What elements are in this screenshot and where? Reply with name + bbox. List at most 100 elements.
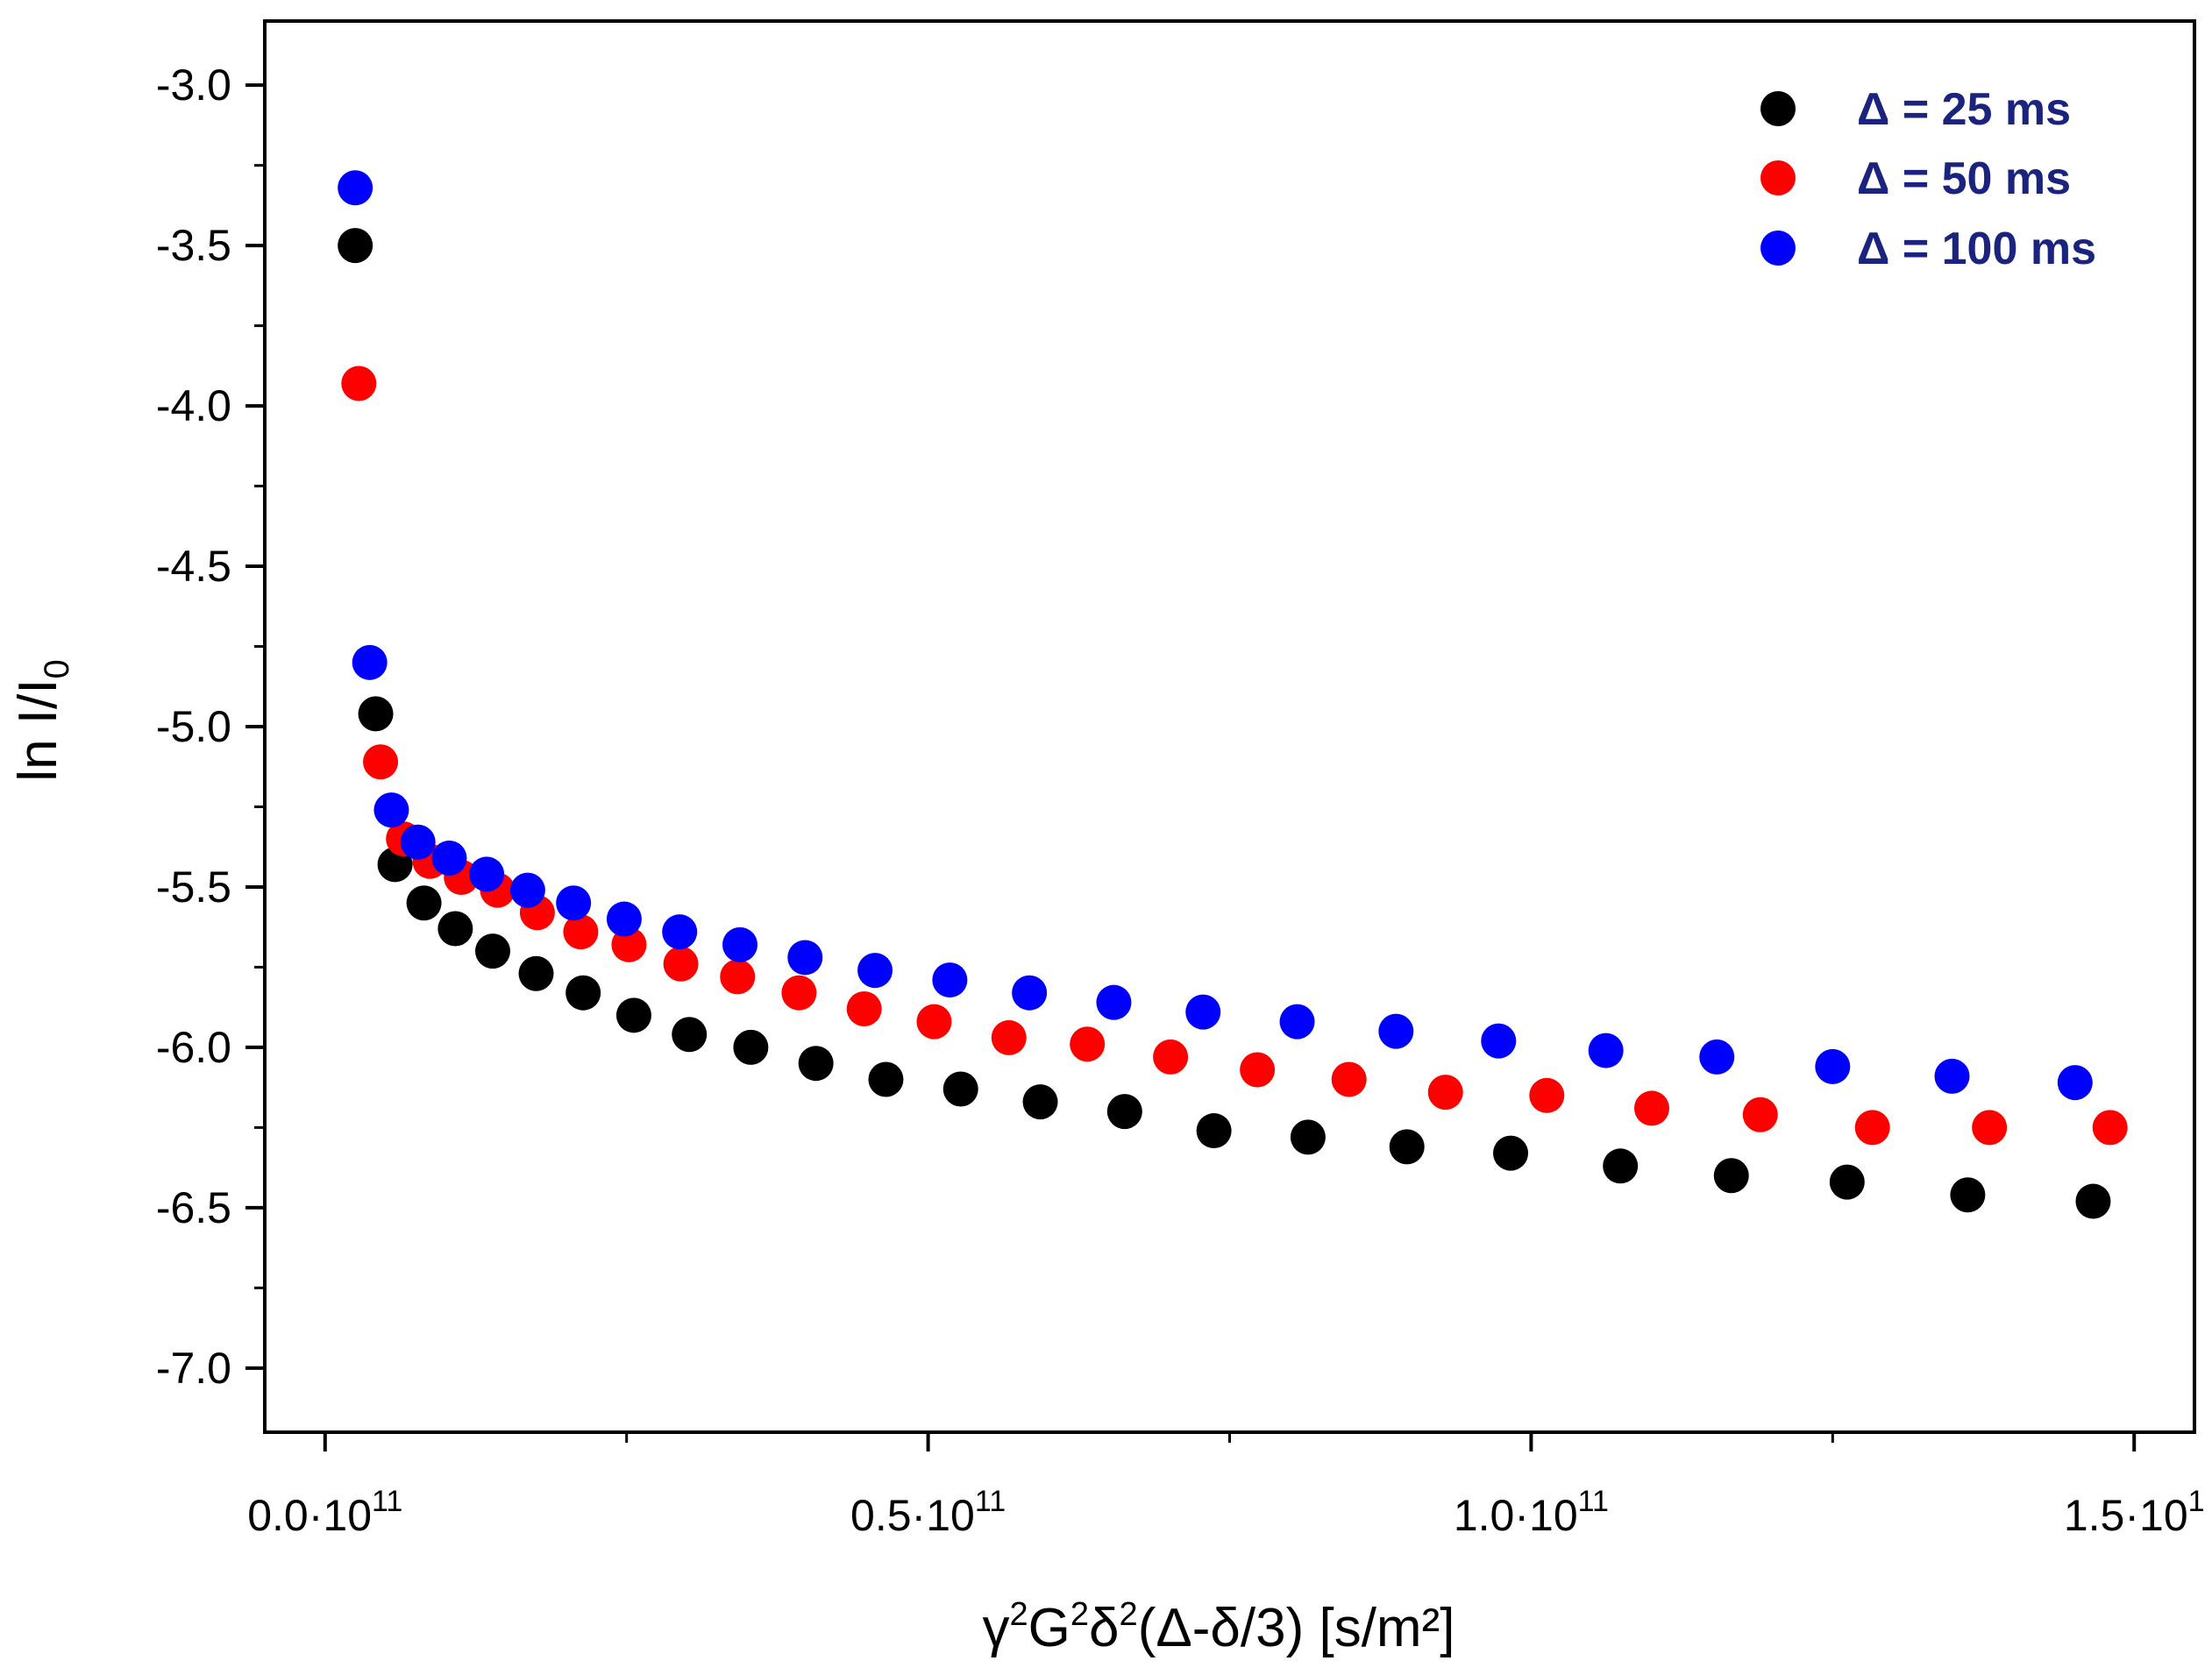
point-25ms [942, 1071, 978, 1107]
point-25ms [518, 955, 554, 991]
x-tick-label: 1.5·101 [2064, 1485, 2205, 1540]
x-tick-label: 0.0·1011 [247, 1485, 402, 1540]
point-25ms [733, 1029, 769, 1065]
point-50ms [1854, 1110, 1890, 1146]
tick-labels: -3.0 -3.5 -4.0 -4.5 -5.0 -5.5 -6.0 -6.5 -7.0 0.0·… [156, 60, 2205, 1540]
x-tick-label: 1.0·1011 [1454, 1485, 1609, 1540]
point-25ms [615, 997, 651, 1033]
legend-marker-25ms [1760, 91, 1796, 126]
point-25ms [437, 911, 473, 947]
point-25ms [798, 1046, 834, 1082]
point-50ms [1633, 1090, 1669, 1126]
point-100ms [469, 856, 505, 892]
point-25ms [868, 1061, 904, 1097]
series-25ms [338, 228, 2111, 1219]
y-tick-label: -3.5 [156, 221, 231, 270]
axis-ticks [245, 83, 2137, 1451]
point-25ms [1493, 1135, 1529, 1171]
series-50ms [341, 366, 2128, 1146]
point-50ms [1240, 1052, 1276, 1088]
y-tick-label: -4.5 [156, 542, 231, 591]
y-axis-title: ln I/I0 [8, 659, 76, 781]
legend-marker-50ms [1760, 160, 1796, 195]
point-25ms [1389, 1129, 1425, 1165]
point-25ms [1290, 1119, 1326, 1155]
point-100ms [1481, 1023, 1517, 1059]
point-25ms [1106, 1094, 1142, 1130]
point-50ms [991, 1019, 1027, 1055]
x-tick-label: 0.5·1011 [850, 1485, 1006, 1540]
point-25ms [1829, 1164, 1865, 1200]
point-100ms [1279, 1004, 1315, 1040]
series-100ms [338, 170, 2093, 1101]
point-25ms [338, 228, 373, 264]
point-100ms [2057, 1065, 2093, 1101]
point-100ms [1012, 975, 1048, 1011]
point-50ms [663, 946, 699, 982]
point-50ms [781, 975, 817, 1011]
y-tick-label: -7.0 [156, 1344, 231, 1393]
point-25ms [1603, 1148, 1639, 1184]
point-25ms [565, 975, 601, 1011]
plot-frame [263, 19, 2196, 1434]
point-100ms [1934, 1058, 1970, 1094]
legend-marker-100ms [1760, 231, 1796, 266]
legend-label-25ms: Δ = 25 ms [1857, 84, 2071, 135]
y-tick-label: -6.5 [156, 1183, 231, 1232]
y-tick-label: -6.0 [156, 1023, 231, 1072]
point-50ms [1972, 1110, 2008, 1146]
legend: Δ = 25 ms Δ = 50 ms Δ = 100 ms [1760, 84, 2096, 274]
point-100ms [352, 644, 388, 680]
point-100ms [431, 841, 467, 877]
point-50ms [363, 744, 399, 780]
point-25ms [672, 1017, 708, 1053]
data-points [338, 170, 2128, 1219]
point-100ms [787, 940, 823, 976]
point-50ms [1529, 1077, 1565, 1113]
point-100ms [1588, 1033, 1624, 1068]
point-100ms [606, 901, 642, 937]
point-50ms [1331, 1061, 1367, 1097]
point-25ms [474, 933, 510, 969]
point-50ms [1742, 1097, 1778, 1132]
point-100ms [338, 170, 373, 206]
point-50ms [341, 366, 377, 401]
point-25ms [1022, 1084, 1058, 1120]
legend-label-100ms: Δ = 100 ms [1857, 224, 2096, 274]
y-tick-label: -3.0 [156, 60, 231, 110]
point-25ms [1196, 1113, 1232, 1149]
point-100ms [509, 872, 545, 908]
point-100ms [857, 953, 893, 989]
x-axis-title: γ2G2δ2(Δ-δ/3) [s/m²] [983, 1596, 1455, 1658]
point-25ms [406, 885, 442, 921]
point-50ms [1070, 1026, 1106, 1062]
point-100ms [1815, 1048, 1851, 1084]
y-tick-label: -4.0 [156, 381, 231, 430]
point-50ms [846, 991, 882, 1026]
point-50ms [1153, 1039, 1189, 1075]
point-25ms [1950, 1177, 1986, 1213]
y-tick-label: -5.5 [156, 862, 231, 912]
point-50ms [1427, 1075, 1463, 1111]
point-50ms [563, 914, 599, 950]
point-100ms [722, 926, 757, 962]
point-25ms [358, 696, 394, 732]
point-100ms [556, 885, 592, 921]
y-tick-label: -5.0 [156, 702, 231, 751]
point-25ms [1713, 1158, 1749, 1194]
point-100ms [1378, 1013, 1414, 1049]
point-50ms [2092, 1110, 2128, 1146]
point-100ms [1096, 984, 1132, 1020]
point-50ms [916, 1004, 952, 1040]
point-100ms [373, 792, 409, 828]
point-100ms [1699, 1039, 1735, 1075]
point-25ms [2075, 1183, 2111, 1219]
point-50ms [720, 959, 756, 995]
legend-label-50ms: Δ = 50 ms [1857, 153, 2071, 204]
point-100ms [1185, 994, 1221, 1030]
point-100ms [932, 962, 968, 998]
point-100ms [662, 914, 698, 950]
point-100ms [400, 824, 436, 860]
